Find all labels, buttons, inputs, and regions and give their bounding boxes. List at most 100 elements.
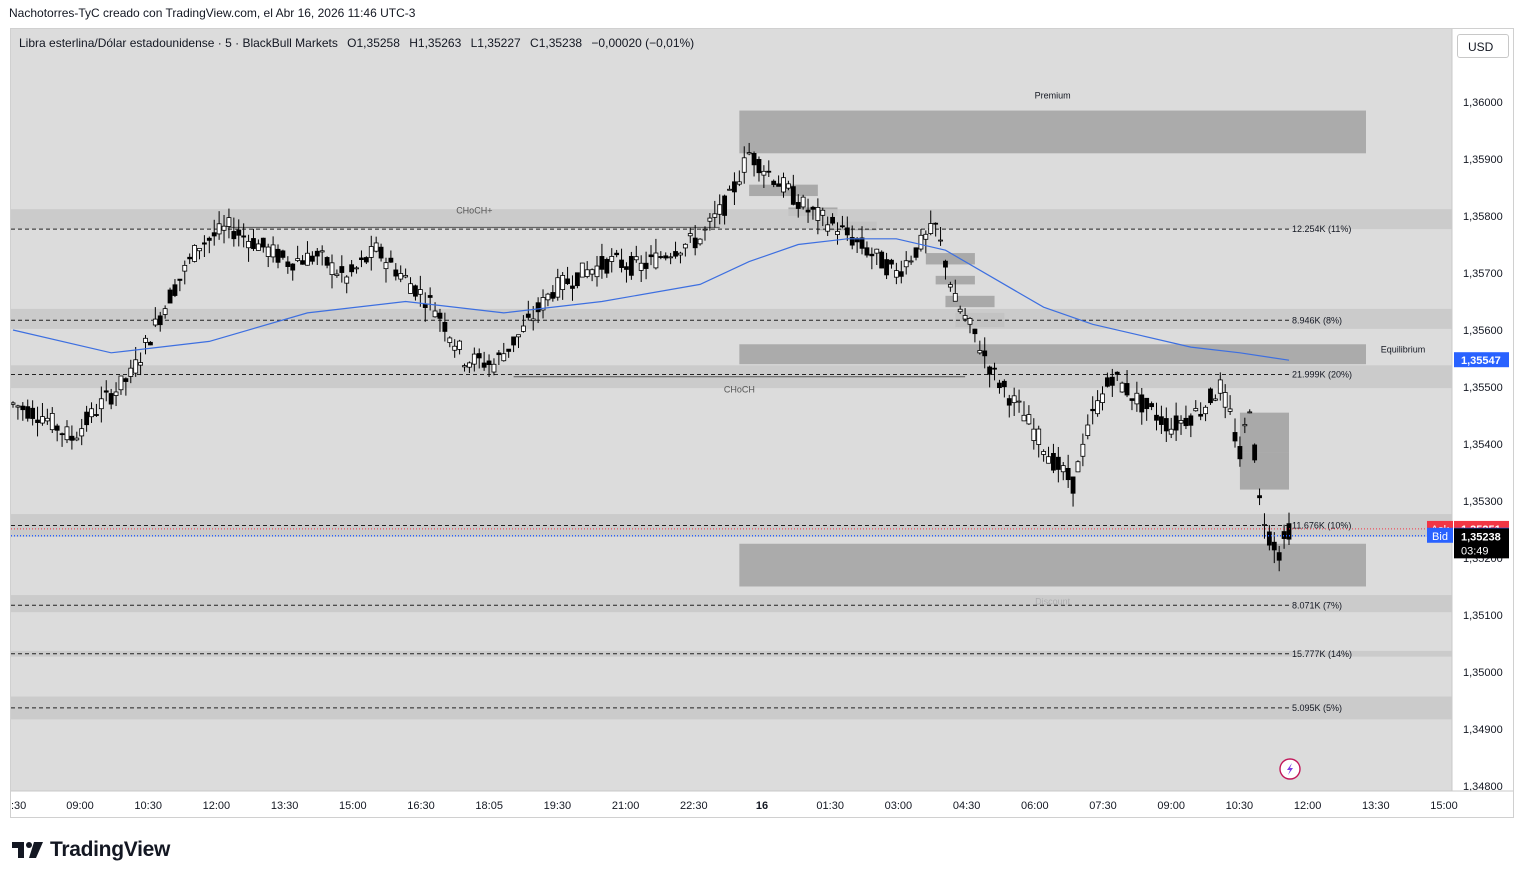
candle — [869, 247, 875, 270]
symbol-legend: Libra esterlina/Dólar estadounidense · 5… — [19, 36, 700, 50]
candle — [206, 236, 212, 254]
candle-body — [1065, 467, 1071, 481]
candle-body — [1266, 531, 1272, 546]
candle-body — [359, 257, 364, 260]
candle — [525, 300, 531, 321]
candle — [977, 340, 983, 355]
candle — [197, 247, 202, 260]
candle-body — [506, 348, 512, 352]
candle-body — [103, 390, 109, 393]
candle — [344, 275, 350, 294]
candle — [1247, 409, 1253, 414]
candle — [574, 272, 580, 289]
candle-body — [962, 315, 968, 320]
candle-body — [319, 250, 325, 253]
candle — [20, 402, 26, 421]
candle — [1051, 443, 1056, 474]
candle-body — [977, 350, 983, 354]
candle — [133, 347, 139, 377]
low-value: L1,35227 — [470, 36, 521, 50]
candle — [40, 402, 45, 426]
structure-label: CHoCH+ — [456, 205, 492, 215]
candle — [751, 151, 757, 177]
candle-body — [722, 195, 728, 216]
candle-body — [285, 261, 291, 267]
volume-level-label: 12.254K (11%) — [1292, 224, 1351, 234]
candle — [251, 228, 256, 251]
candle — [398, 265, 404, 283]
candle-body — [1095, 400, 1100, 415]
candle — [123, 377, 129, 396]
candle — [923, 230, 929, 254]
candle-body — [1163, 418, 1169, 432]
candle — [761, 165, 767, 188]
candle-body — [467, 362, 472, 368]
candle-body — [820, 209, 826, 216]
candle-body — [481, 362, 487, 368]
candle — [619, 248, 624, 273]
candle — [987, 365, 993, 388]
candle — [94, 403, 99, 417]
candle-body — [138, 362, 143, 366]
candle-body — [717, 204, 723, 215]
currency-button[interactable]: USD — [1457, 34, 1509, 58]
candle — [992, 362, 997, 381]
candle — [103, 380, 109, 402]
candle — [349, 259, 355, 277]
open-value: O1,35258 — [347, 36, 400, 50]
candle-body — [628, 256, 634, 276]
x-tick-label: 15:00 — [339, 800, 367, 812]
candle — [25, 399, 31, 422]
y-tick-label: 1,35300 — [1463, 496, 1503, 508]
lightning-icon[interactable] — [1279, 758, 1301, 780]
candle — [766, 160, 772, 177]
candle — [732, 172, 737, 206]
candle-body — [1193, 408, 1199, 412]
candle-body — [565, 278, 570, 285]
candle — [1183, 405, 1189, 430]
candle-body — [648, 254, 654, 258]
candle — [786, 180, 791, 191]
candle-body — [1085, 424, 1091, 436]
zone-label: Equilibrium — [1381, 344, 1426, 354]
candle-body — [560, 275, 566, 290]
candle-body — [972, 328, 978, 335]
candle-body — [1257, 495, 1262, 499]
x-tick-label: 01:30 — [816, 800, 844, 812]
candle — [702, 226, 708, 241]
candle-body — [997, 382, 1002, 389]
candle — [476, 348, 482, 369]
chart-area[interactable]: PremiumEquilibriumDiscount 12.254K (11%)… — [10, 28, 1514, 818]
candle-body — [1178, 420, 1184, 424]
candle-body — [1011, 395, 1017, 404]
candle-body — [736, 181, 742, 185]
candle — [555, 268, 561, 301]
candle — [84, 405, 90, 432]
candle-body — [1276, 552, 1282, 561]
candle — [1011, 387, 1017, 416]
candle — [393, 263, 399, 281]
candle — [1100, 386, 1105, 411]
candle-body — [113, 391, 119, 396]
candle — [1036, 425, 1042, 458]
candle — [211, 219, 217, 246]
candle-body — [378, 246, 384, 259]
candle — [309, 251, 315, 265]
x-tick-label: 18:05 — [475, 800, 503, 812]
y-tick-label: 1,34900 — [1463, 724, 1503, 736]
candle — [506, 348, 512, 358]
candle — [1041, 449, 1047, 462]
candle — [687, 227, 693, 243]
price-chart[interactable]: PremiumEquilibriumDiscount 12.254K (11%)… — [11, 29, 1514, 818]
candle — [1109, 368, 1115, 397]
candle — [692, 225, 698, 256]
candle-body — [255, 243, 261, 251]
candle — [231, 217, 237, 247]
candle — [1144, 397, 1150, 421]
candle-body — [417, 289, 423, 295]
candle-body — [462, 365, 467, 368]
candle-body — [98, 398, 104, 410]
candle — [319, 245, 325, 266]
candle — [1021, 401, 1027, 422]
price-badge-value: 1,35238 — [1461, 531, 1501, 543]
